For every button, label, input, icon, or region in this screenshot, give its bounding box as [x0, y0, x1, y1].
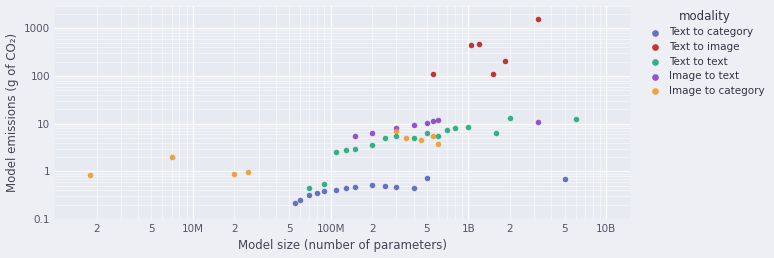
Text to image: [486, 72, 498, 76]
Y-axis label: Model emissions (g of CO₂): Model emissions (g of CO₂): [5, 33, 19, 192]
Text to category: [311, 191, 324, 195]
Image to text: [348, 134, 361, 138]
Text to text: [462, 125, 474, 129]
Text to category: [421, 176, 433, 180]
Text to text: [366, 143, 378, 148]
Text to image: [465, 43, 478, 47]
Text to text: [303, 186, 316, 190]
Text to text: [449, 126, 461, 130]
Text to category: [294, 198, 307, 202]
Text to text: [390, 134, 402, 138]
Text to image: [532, 17, 544, 21]
Image to text: [432, 118, 444, 122]
Text to category: [366, 183, 378, 187]
Text to category: [379, 184, 392, 188]
Legend: Text to category, Text to image, Text to text, Image to text, Image to category: Text to category, Text to image, Text to…: [642, 6, 769, 99]
X-axis label: Model size (number of parameters): Model size (number of parameters): [238, 239, 447, 252]
Text to category: [348, 184, 361, 189]
Text to text: [504, 116, 516, 120]
Image to category: [426, 134, 439, 138]
Image to category: [432, 142, 444, 146]
Image to category: [414, 138, 426, 142]
Text to text: [570, 117, 582, 121]
Text to text: [432, 134, 444, 138]
Image to category: [390, 129, 402, 133]
Text to category: [330, 188, 343, 192]
Text to text: [340, 148, 352, 152]
Text to category: [303, 193, 316, 197]
Image to text: [366, 131, 378, 135]
Image to text: [532, 120, 544, 124]
Text to category: [318, 189, 330, 194]
Text to image: [426, 72, 439, 76]
Text to text: [379, 136, 392, 140]
Text to text: [441, 127, 454, 132]
Image to text: [426, 119, 439, 123]
Image to category: [399, 136, 412, 140]
Image to text: [407, 123, 420, 127]
Text to text: [330, 150, 343, 155]
Text to category: [340, 186, 352, 190]
Text to category: [289, 201, 301, 205]
Text to text: [318, 182, 330, 186]
Text to category: [390, 184, 402, 189]
Text to text: [490, 131, 502, 135]
Image to text: [421, 120, 433, 125]
Text to text: [421, 131, 433, 135]
Image to category: [84, 173, 97, 178]
Image to category: [241, 170, 254, 174]
Text to category: [407, 186, 420, 190]
Text to image: [473, 42, 485, 46]
Text to category: [559, 177, 571, 181]
Image to category: [166, 155, 178, 159]
Image to category: [228, 172, 241, 176]
Text to image: [499, 59, 512, 63]
Text to text: [407, 136, 420, 140]
Text to text: [348, 147, 361, 151]
Image to text: [390, 126, 402, 130]
